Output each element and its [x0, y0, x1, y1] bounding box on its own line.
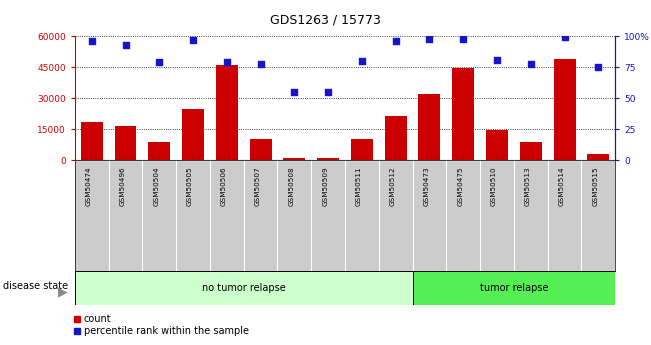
- Point: [323, 89, 333, 95]
- Text: GSM50504: GSM50504: [153, 166, 159, 206]
- Bar: [182, 109, 204, 160]
- Point: [559, 35, 570, 40]
- Text: GSM50509: GSM50509: [322, 166, 328, 206]
- Point: [492, 57, 502, 62]
- Point: [120, 42, 131, 48]
- Bar: [385, 116, 407, 160]
- Text: GSM50510: GSM50510: [491, 166, 497, 206]
- Text: GSM50507: GSM50507: [255, 166, 260, 206]
- Bar: [452, 68, 474, 160]
- Point: [593, 65, 603, 70]
- Text: GSM50514: GSM50514: [559, 166, 564, 206]
- Point: [424, 36, 435, 41]
- Point: [188, 37, 199, 43]
- Text: GSM50475: GSM50475: [457, 166, 464, 206]
- Bar: [413, 271, 615, 305]
- Bar: [115, 126, 137, 160]
- Bar: [519, 142, 542, 160]
- Text: disease state: disease state: [3, 282, 68, 291]
- Point: [255, 61, 266, 66]
- Text: GSM50512: GSM50512: [390, 166, 396, 206]
- Text: no tumor relapse: no tumor relapse: [202, 283, 286, 293]
- Text: GSM50513: GSM50513: [525, 166, 531, 206]
- Bar: [419, 94, 441, 160]
- Point: [357, 58, 367, 64]
- Bar: [317, 158, 339, 160]
- Text: GSM50508: GSM50508: [288, 166, 294, 206]
- Bar: [216, 65, 238, 160]
- Bar: [486, 130, 508, 160]
- Point: [525, 61, 536, 66]
- Bar: [351, 139, 373, 160]
- Bar: [249, 139, 271, 160]
- Point: [391, 38, 401, 44]
- Text: GSM50515: GSM50515: [592, 166, 598, 206]
- Text: GSM50511: GSM50511: [356, 166, 362, 206]
- Point: [221, 60, 232, 65]
- Text: ▶: ▶: [58, 286, 67, 299]
- Legend: count, percentile rank within the sample: count, percentile rank within the sample: [73, 314, 249, 336]
- Bar: [81, 122, 103, 160]
- Point: [87, 38, 97, 44]
- Text: GSM50506: GSM50506: [221, 166, 227, 206]
- Bar: [553, 59, 575, 160]
- Text: GSM50496: GSM50496: [120, 166, 126, 206]
- Text: GSM50474: GSM50474: [86, 166, 92, 206]
- Text: GSM50473: GSM50473: [423, 166, 430, 206]
- Point: [154, 60, 165, 65]
- Text: GSM50505: GSM50505: [187, 166, 193, 206]
- Bar: [283, 158, 305, 160]
- Point: [289, 89, 299, 95]
- Bar: [587, 154, 609, 160]
- Point: [458, 36, 469, 41]
- Text: GDS1263 / 15773: GDS1263 / 15773: [270, 14, 381, 27]
- Text: tumor relapse: tumor relapse: [480, 283, 548, 293]
- Bar: [148, 142, 171, 160]
- Bar: [75, 271, 413, 305]
